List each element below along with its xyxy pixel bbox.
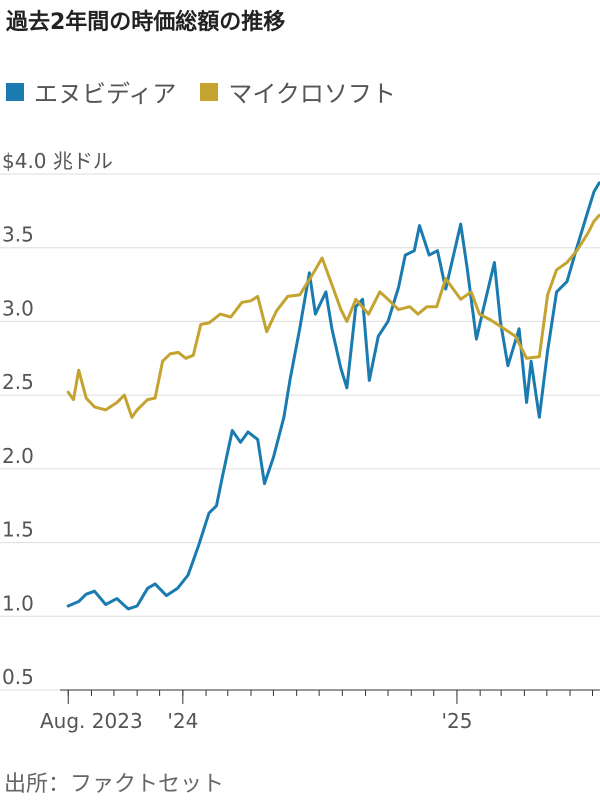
y-tick-label: 3.0 bbox=[2, 296, 34, 320]
legend-item-microsoft: マイクロソフト bbox=[200, 74, 396, 109]
y-tick-label: 2.0 bbox=[2, 444, 34, 468]
y-tick-label: 2.5 bbox=[2, 370, 34, 394]
y-tick-label: $4.0 兆ドル bbox=[2, 149, 113, 173]
series-line-microsoft bbox=[66, 213, 600, 419]
legend-item-nvidia: エヌビディア bbox=[6, 74, 176, 109]
y-tick-label: 3.5 bbox=[2, 223, 34, 247]
source-note: 出所：ファクトセット bbox=[4, 772, 225, 797]
legend-label-nvidia: エヌビディア bbox=[34, 80, 177, 108]
y-tick-label: 1.5 bbox=[2, 518, 34, 542]
x-tick-label: '24 bbox=[167, 709, 198, 733]
chart-legend: エヌビディア マイクロソフト bbox=[6, 74, 420, 109]
chart-title: 過去2年間の時価総額の推移 bbox=[6, 10, 286, 35]
x-tick-label: Aug. 2023 bbox=[40, 709, 143, 733]
x-tick-label: '25 bbox=[441, 709, 472, 733]
y-tick-label: 1.0 bbox=[2, 591, 34, 615]
legend-swatch-microsoft bbox=[200, 82, 219, 101]
y-tick-label: 0.5 bbox=[2, 665, 34, 689]
series-line-nvidia bbox=[66, 181, 600, 611]
legend-swatch-nvidia bbox=[6, 82, 24, 101]
legend-label-microsoft: マイクロソフト bbox=[228, 80, 396, 108]
